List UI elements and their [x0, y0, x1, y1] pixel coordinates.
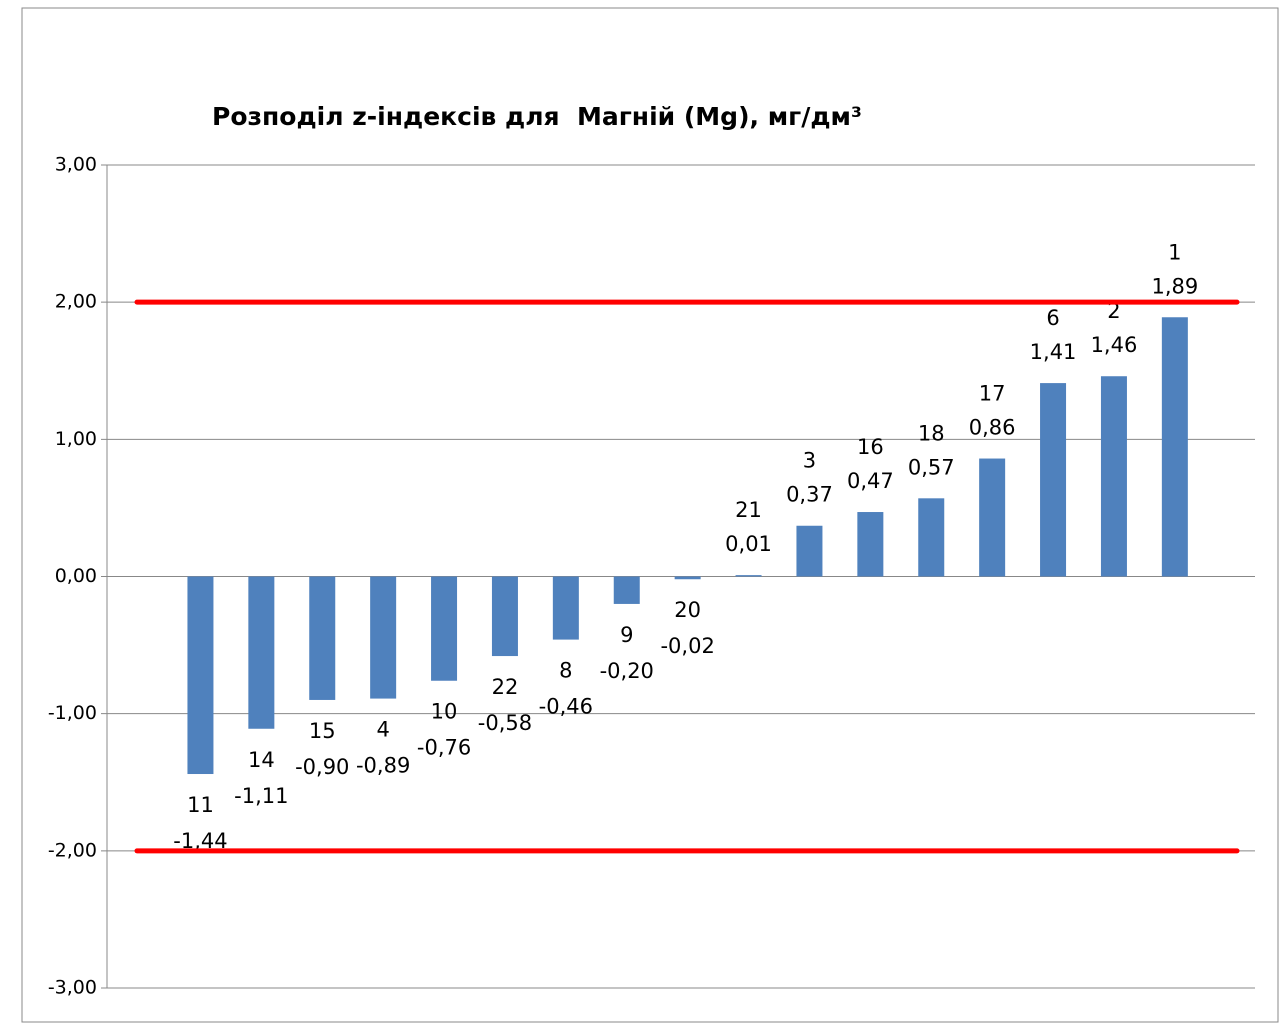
data-label-category: 14	[248, 748, 275, 772]
data-label: -0,02	[660, 634, 714, 658]
chart-frame	[21, 7, 1279, 1023]
data-label-category: 8	[559, 659, 572, 683]
bar	[187, 576, 214, 775]
chart-title: Розподіл z-індексів для Магній (Mg), мг/…	[212, 102, 862, 131]
data-label-category: 20	[674, 598, 701, 622]
bar	[674, 576, 701, 580]
bar	[857, 512, 884, 577]
y-tick-label: 0,00	[55, 565, 97, 587]
bar	[552, 576, 579, 640]
bar	[613, 576, 640, 604]
data-label-category: 1	[1168, 240, 1181, 264]
data-label: 0,57	[908, 455, 955, 479]
bar	[979, 458, 1006, 577]
data-label: 0,86	[969, 416, 1016, 440]
bar	[309, 576, 336, 700]
data-label: 1,89	[1151, 274, 1198, 298]
data-label-category: 3	[803, 449, 816, 473]
bar	[431, 576, 458, 681]
data-label: 0,47	[847, 469, 894, 493]
data-label: 1,46	[1091, 333, 1138, 357]
data-label: -0,46	[539, 695, 593, 719]
bar	[1161, 317, 1188, 577]
data-label: -0,89	[356, 754, 410, 778]
bar	[370, 576, 397, 699]
y-tick-label: -1,00	[48, 702, 97, 724]
data-label: -0,20	[600, 659, 654, 683]
data-label-category: 10	[431, 700, 458, 724]
data-label-category: 11	[187, 793, 214, 817]
data-label: -0,76	[417, 736, 471, 760]
data-label-category: 18	[918, 421, 945, 445]
bar	[796, 525, 823, 577]
data-label: -0,58	[478, 711, 532, 735]
bar	[918, 498, 945, 577]
y-tick-label: 1,00	[55, 428, 97, 450]
y-tick-label: 2,00	[55, 291, 97, 313]
bar	[1040, 383, 1067, 577]
data-label: 0,01	[725, 532, 772, 556]
data-label: -1,11	[234, 784, 288, 808]
data-label-category: 15	[309, 719, 336, 743]
data-label-category: 16	[857, 435, 884, 459]
y-tick-label: -3,00	[48, 977, 97, 999]
data-label-category: 22	[492, 675, 519, 699]
y-tick-label: -2,00	[48, 839, 97, 861]
data-label-category: 17	[979, 382, 1006, 406]
bar	[735, 575, 762, 577]
data-label-category: 21	[735, 498, 762, 522]
data-label-category: 6	[1046, 306, 1059, 330]
bar	[491, 576, 518, 657]
data-label: 1,41	[1030, 340, 1077, 364]
bar	[1100, 376, 1127, 577]
data-label: -0,90	[295, 755, 349, 779]
y-tick-label: 3,00	[55, 154, 97, 176]
data-label-category: 4	[376, 718, 389, 742]
data-label-category: 2	[1107, 299, 1120, 323]
bar	[248, 576, 275, 729]
data-label: 0,37	[786, 483, 833, 507]
data-label-category: 9	[620, 623, 633, 647]
